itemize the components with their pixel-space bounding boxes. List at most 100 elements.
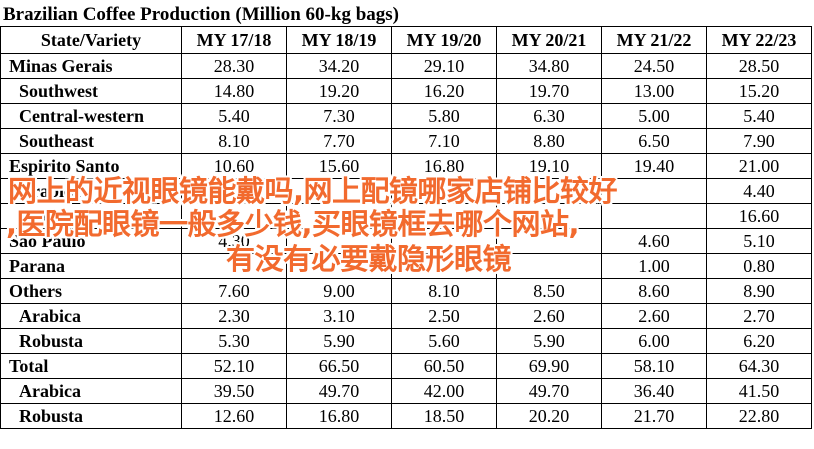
table-cell-value: 0.80: [706, 253, 812, 279]
table-cell-value: 13.00: [601, 78, 707, 104]
table-row: Parana 1.00 0.80: [0, 253, 812, 279]
table-row: Total 52.10 66.50 60.50 69.90 58.10 64.30: [0, 353, 812, 379]
header-state-variety: State/Variety: [0, 26, 182, 54]
table-cell-value: 2.50: [391, 303, 497, 329]
table-cell-value: 2.30: [181, 303, 287, 329]
table-cell-value: 7.10: [391, 128, 497, 154]
table-cell-value: 64.30: [706, 353, 812, 379]
header-year-column: MY 20/21: [496, 26, 602, 54]
table-cell-value: 60.50: [391, 353, 497, 379]
table-cell-value: 4.60: [601, 228, 707, 254]
table-row: Arabica 39.50 49.70 42.00 49.70 36.40 41.50: [0, 378, 812, 404]
row-label-variety: Arabica: [0, 178, 182, 204]
table-cell-value: 49.70: [496, 378, 602, 404]
coffee-production-table: State/Variety MY 17/18 MY 18/19 MY 19/20 MY …: [0, 26, 812, 429]
table-cell-value: 34.20: [286, 53, 392, 79]
header-year-column: MY 22/23: [706, 26, 812, 54]
table-cell-value: 16.20: [391, 78, 497, 104]
table-cell-value: 5.60: [391, 328, 497, 354]
row-label-state: Sao Paulo: [0, 228, 182, 254]
table-cell-value: 49.70: [286, 378, 392, 404]
table-title: Brazilian Coffee Production (Million 60-…: [3, 4, 399, 25]
table-cell-value: 19.70: [496, 78, 602, 104]
overlay-text-line-2: ,医院配眼镜一般多少钱,买眼镜框去哪个网站,: [6, 207, 580, 241]
table-row: Minas Gerais 28.30 34.20 29.10 34.80 24.50 28.…: [0, 53, 812, 79]
table-cell-value: 16.80: [391, 153, 497, 179]
table-cell-value: 2.70: [706, 303, 812, 329]
table-cell-value: 42.00: [391, 378, 497, 404]
table-cell-value: 19.20: [286, 78, 392, 104]
row-label-state: Minas Gerais: [0, 53, 182, 79]
table-body: Minas Gerais 28.30 34.20 29.10 34.80 24.50 28.…: [0, 53, 812, 429]
table-cell-value: 58.10: [601, 353, 707, 379]
table-cell-value: 8.10: [391, 278, 497, 304]
table-cell-value: 20.20: [496, 403, 602, 429]
table-cell-value: 5.30: [181, 328, 287, 354]
row-label-variety: Robusta: [0, 328, 182, 354]
table-cell-value: 21.00: [706, 153, 812, 179]
table-cell-value: 7.70: [286, 128, 392, 154]
row-label-variety: Arabica: [0, 303, 182, 329]
table-cell-value: [601, 203, 707, 229]
table-cell-value: [601, 178, 707, 204]
row-label-variety: Southeast: [0, 128, 182, 154]
table-cell-value: 5.10: [706, 228, 812, 254]
table-cell-value: 4.40: [706, 178, 812, 204]
table-cell-value: 8.80: [496, 128, 602, 154]
row-label-variety: Arabica: [0, 378, 182, 404]
row-label-variety: Robusta: [0, 203, 182, 229]
table-cell-value: 9.00: [286, 278, 392, 304]
row-label-state: Others: [0, 278, 182, 304]
table-cell-value: [286, 178, 392, 204]
table-cell-value: 5.00: [601, 103, 707, 129]
table-cell-value: 6.50: [601, 128, 707, 154]
table-cell-value: 1.00: [601, 253, 707, 279]
table-cell-value: 5.80: [391, 103, 497, 129]
table-cell-value: 2.60: [601, 303, 707, 329]
table-row: Arabica 4.40: [0, 178, 812, 204]
table-cell-value: 34.80: [496, 53, 602, 79]
table-header-row: State/Variety MY 17/18 MY 18/19 MY 19/20 MY …: [0, 26, 812, 54]
table-cell-value: 18.50: [391, 403, 497, 429]
table-cell-value: [496, 253, 602, 279]
table-cell-value: 7.60: [181, 278, 287, 304]
table-cell-value: 8.60: [601, 278, 707, 304]
table-row: Espirito Santo 10.60 15.60 16.80 19.10 19.40 2…: [0, 153, 812, 179]
header-year-column: MY 21/22: [601, 26, 707, 54]
table-cell-value: 66.50: [286, 353, 392, 379]
table-cell-value: [496, 228, 602, 254]
table-row: Arabica 2.30 3.10 2.50 2.60 2.60 2.70: [0, 303, 812, 329]
table-cell-value: 3.10: [286, 303, 392, 329]
table-cell-value: 7.30: [286, 103, 392, 129]
table-row: Central-western 5.40 7.30 5.80 6.30 5.00 5.40: [0, 103, 812, 129]
table-cell-value: 4.30: [181, 228, 287, 254]
header-year-column: MY 19/20: [391, 26, 497, 54]
table-cell-value: 52.10: [181, 353, 287, 379]
table-cell-value: 7.90: [706, 128, 812, 154]
table-cell-value: 16.80: [286, 403, 392, 429]
table-row: Southwest 14.80 19.20 16.20 19.70 13.00 15.20: [0, 78, 812, 104]
table-cell-value: 36.40: [601, 378, 707, 404]
table-row: Robusta 12.60 16.80 18.50 20.20 21.70 22.80: [0, 403, 812, 429]
table-cell-value: 28.30: [181, 53, 287, 79]
table-cell-value: 5.40: [181, 103, 287, 129]
row-label-variety: Robusta: [0, 403, 182, 429]
table-row: Robusta 16.60: [0, 203, 812, 229]
header-year-column: MY 17/18: [181, 26, 287, 54]
table-cell-value: 8.50: [496, 278, 602, 304]
table-cell-value: 8.10: [181, 128, 287, 154]
table-cell-value: 16.60: [706, 203, 812, 229]
table-row: Robusta 5.30 5.90 5.60 5.90 6.00 6.20: [0, 328, 812, 354]
table-cell-value: 19.40: [601, 153, 707, 179]
table-cell-value: 8.90: [706, 278, 812, 304]
table-row: Southeast 8.10 7.70 7.10 8.80 6.50 7.90: [0, 128, 812, 154]
table-cell-value: 6.00: [601, 328, 707, 354]
table-cell-value: 39.50: [181, 378, 287, 404]
table-cell-value: 5.90: [496, 328, 602, 354]
table-cell-value: 5.40: [706, 103, 812, 129]
table-cell-value: 12.60: [181, 403, 287, 429]
table-cell-value: 24.50: [601, 53, 707, 79]
table-cell-value: [391, 228, 497, 254]
table-cell-value: 14.80: [181, 78, 287, 104]
table-cell-value: 22.80: [706, 403, 812, 429]
